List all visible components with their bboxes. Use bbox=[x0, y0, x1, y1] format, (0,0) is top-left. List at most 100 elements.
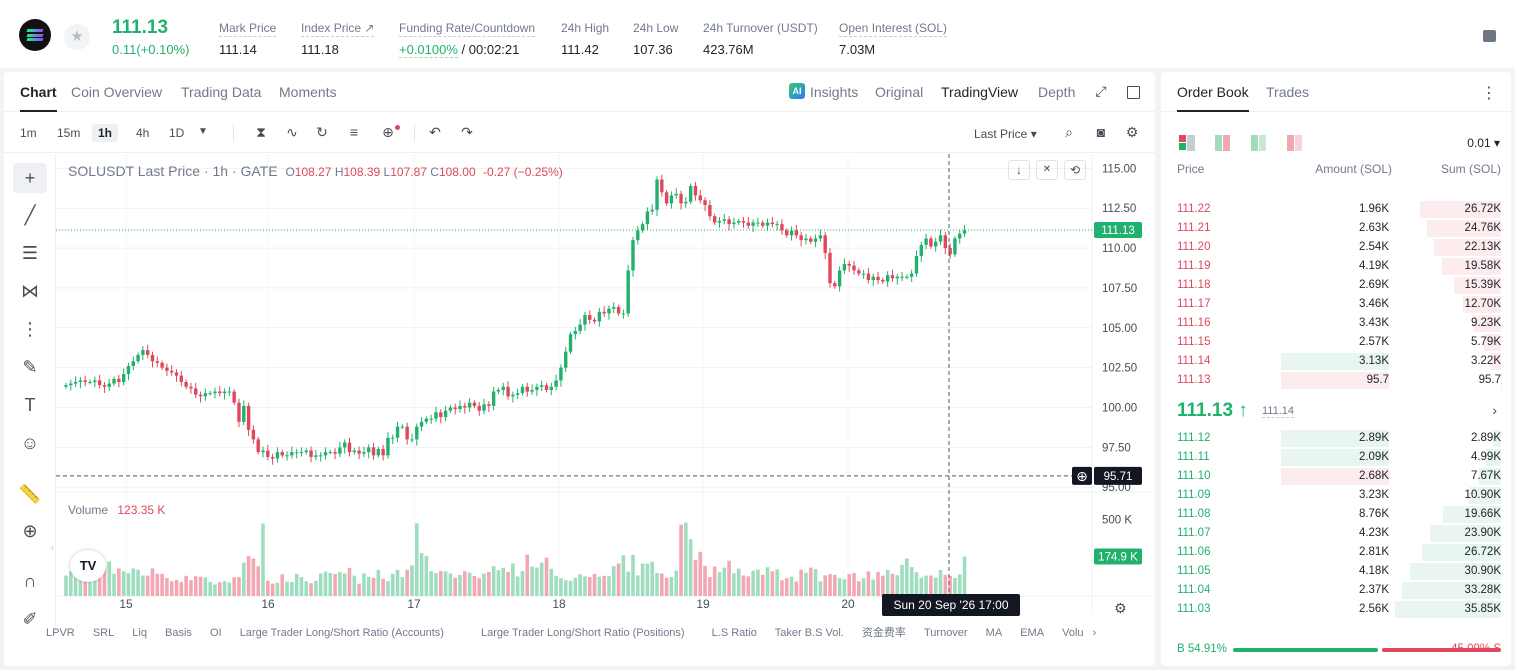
horizontal-lines-icon[interactable]: ☰ bbox=[21, 242, 39, 263]
indicator-taker-vol[interactable]: Taker B.S Vol. bbox=[774, 627, 844, 639]
pattern-icon[interactable]: ⋈ bbox=[21, 280, 39, 301]
order-book-row[interactable]: 111.09 3.23K 10.90K bbox=[1161, 486, 1511, 505]
camera-icon[interactable]: ◙ bbox=[1096, 124, 1106, 140]
order-book-row[interactable]: 111.19 4.19K 19.58K bbox=[1161, 257, 1511, 276]
indicators-icon[interactable]: ∿ bbox=[286, 124, 298, 140]
indicator-large-trader-positions[interactable]: Large Trader Long/Short Ratio (Positions… bbox=[480, 627, 685, 639]
order-book-row[interactable]: 111.17 3.46K 12.70K bbox=[1161, 295, 1511, 314]
settings-gear-icon[interactable]: ⚙ bbox=[1125, 124, 1139, 140]
view-bids-asks-icon[interactable] bbox=[1215, 135, 1231, 151]
timeframe-1d[interactable]: 1D bbox=[169, 126, 185, 140]
candle-type-icon[interactable]: ⧗ bbox=[256, 124, 266, 140]
order-book-row[interactable]: 111.12 2.89K 2.89K bbox=[1161, 429, 1511, 448]
reset-view-icon[interactable]: ⟲ bbox=[1064, 160, 1086, 180]
order-book-row[interactable]: 111.18 2.69K 15.39K bbox=[1161, 276, 1511, 295]
timeframe-1m[interactable]: 1m bbox=[20, 126, 37, 140]
magnet-icon[interactable]: ∩ bbox=[23, 570, 37, 591]
zoom-in-icon[interactable]: ⊕ bbox=[22, 520, 38, 541]
scroll-down-icon[interactable]: ↓ bbox=[1008, 160, 1030, 180]
order-book-row[interactable]: 111.10 2.68K 7.67K bbox=[1161, 467, 1511, 486]
tradingview-logo-icon[interactable]: TV bbox=[70, 550, 106, 582]
fullscreen-icon[interactable] bbox=[1127, 86, 1140, 99]
expand-icon[interactable]: ⤢ bbox=[1095, 83, 1107, 99]
precision-select[interactable]: 0.01 ▾ bbox=[1467, 136, 1500, 150]
tab-original[interactable]: Original bbox=[875, 84, 924, 100]
view-both-icon[interactable] bbox=[1179, 135, 1195, 151]
chevron-right-icon[interactable]: › bbox=[1492, 402, 1497, 418]
order-book-row[interactable]: 111.13 95.7 95.7 bbox=[1161, 371, 1511, 390]
tab-coin-overview[interactable]: Coin Overview bbox=[71, 84, 163, 100]
indicator-volume[interactable]: Volu bbox=[1062, 627, 1084, 639]
order-book-row[interactable]: 111.05 4.18K 30.90K bbox=[1161, 562, 1511, 581]
volume-bar bbox=[222, 581, 227, 596]
undo-icon[interactable]: ↶ bbox=[429, 124, 441, 140]
indicator-ema[interactable]: EMA bbox=[1020, 627, 1045, 639]
tab-moments[interactable]: Moments bbox=[279, 84, 337, 100]
tab-trading-data[interactable]: Trading Data bbox=[181, 84, 262, 100]
text-tool-icon[interactable]: T bbox=[24, 394, 36, 415]
indicator-lpvr[interactable]: LPVR bbox=[46, 627, 75, 639]
order-book-row[interactable]: 111.11 2.09K 4.99K bbox=[1161, 448, 1511, 467]
replay-icon[interactable]: ↻ bbox=[316, 124, 328, 140]
indicator-large-trader-accounts[interactable]: Large Trader Long/Short Ratio (Accounts) bbox=[239, 627, 444, 639]
order-book-row[interactable]: 111.04 2.37K 33.28K bbox=[1161, 581, 1511, 600]
tab-chart[interactable]: Chart bbox=[20, 84, 57, 112]
order-book-row[interactable]: 111.03 2.56K 35.85K bbox=[1161, 600, 1511, 619]
trend-line-icon[interactable]: ╱ bbox=[24, 204, 36, 225]
order-book-row[interactable]: 111.21 2.63K 24.76K bbox=[1161, 219, 1511, 238]
stat-open-interest[interactable]: Open Interest (SOL) 7.03M bbox=[839, 19, 948, 57]
price-type-select[interactable]: Last Price ▾ bbox=[974, 127, 1037, 141]
tab-insights[interactable]: Insights bbox=[810, 84, 859, 100]
indicator-ls-ratio[interactable]: L.S Ratio bbox=[711, 627, 757, 639]
indicator-funding-rate[interactable]: 资金费率 bbox=[861, 627, 906, 639]
indicator-basis[interactable]: Basis bbox=[165, 627, 192, 639]
row-amount: 3.46K bbox=[1358, 298, 1389, 310]
templates-icon[interactable]: ≡ bbox=[349, 124, 359, 140]
redo-icon[interactable]: ↷ bbox=[461, 124, 473, 140]
crosshair-icon[interactable]: + bbox=[13, 163, 47, 193]
add-alert-icon[interactable]: ⊕ bbox=[382, 124, 394, 140]
stat-mark-price[interactable]: Mark Price 111.14 bbox=[219, 19, 277, 57]
timeframe-4h[interactable]: 4h bbox=[136, 126, 150, 140]
indicator-oi[interactable]: OI bbox=[210, 627, 222, 639]
tab-tradingview[interactable]: TradingView bbox=[941, 84, 1019, 100]
order-book-row[interactable]: 111.20 2.54K 22.13K bbox=[1161, 238, 1511, 257]
brush-icon[interactable]: ✎ bbox=[22, 356, 38, 377]
indicator-scroll-right-icon[interactable]: › bbox=[1092, 627, 1097, 639]
book-icon[interactable] bbox=[1483, 30, 1496, 42]
pencil-lock-icon[interactable]: ✐ bbox=[22, 608, 38, 629]
emoji-icon[interactable]: ☺ bbox=[20, 432, 40, 453]
favorite-star-icon[interactable]: ★ bbox=[64, 24, 90, 50]
order-book-row[interactable]: 111.08 8.76K 19.66K bbox=[1161, 505, 1511, 524]
order-book-row[interactable]: 111.16 3.43K 9.23K bbox=[1161, 314, 1511, 333]
collapse-left-icon[interactable]: ‹ bbox=[51, 542, 54, 552]
indicator-turnover[interactable]: Turnover bbox=[923, 627, 968, 639]
price-chart[interactable]: 115.00 112.50 110.00 107.50 105.00 102.50 100.… bbox=[56, 154, 1152, 629]
ruler-icon[interactable]: 📏 bbox=[18, 483, 42, 504]
candle bbox=[203, 393, 208, 397]
tab-order-book[interactable]: Order Book bbox=[1177, 84, 1249, 112]
indicator-ma[interactable]: MA bbox=[985, 627, 1003, 639]
indicator-srl[interactable]: SRL bbox=[92, 627, 115, 639]
view-asks-icon[interactable] bbox=[1287, 135, 1303, 151]
ai-insights-icon[interactable]: AI bbox=[789, 83, 805, 99]
order-book-row[interactable]: 111.22 1.96K 26.72K bbox=[1161, 200, 1511, 219]
more-options-icon[interactable]: ⋮ bbox=[1481, 85, 1497, 102]
stat-funding-rate[interactable]: Funding Rate/Countdown +0.0100% / 00:02:… bbox=[399, 19, 536, 58]
timeframe-dropdown-icon[interactable]: ▼ bbox=[198, 126, 208, 137]
order-book-row[interactable]: 111.14 3.13K 3.22K bbox=[1161, 352, 1511, 371]
order-book-row[interactable]: 111.07 4.23K 23.90K bbox=[1161, 524, 1511, 543]
view-bids-icon[interactable] bbox=[1251, 135, 1267, 151]
chart-settings-icon[interactable]: ⚙ bbox=[1114, 600, 1127, 616]
collapse-icon[interactable]: ✕ bbox=[1036, 160, 1058, 180]
fib-retracement-icon[interactable]: ⋮ bbox=[21, 318, 39, 339]
order-book-row[interactable]: 111.15 2.57K 5.79K bbox=[1161, 333, 1511, 352]
tab-trades[interactable]: Trades bbox=[1266, 84, 1310, 100]
stat-index-price[interactable]: Index Price ↗ 111.18 bbox=[301, 19, 375, 57]
tab-depth[interactable]: Depth bbox=[1038, 84, 1076, 100]
indicator-liq[interactable]: Liq bbox=[132, 627, 147, 639]
search-icon[interactable]: ⌕ bbox=[1065, 124, 1073, 140]
timeframe-15m[interactable]: 15m bbox=[57, 126, 81, 140]
order-book-row[interactable]: 111.06 2.81K 26.72K bbox=[1161, 543, 1511, 562]
timeframe-1h[interactable]: 1h bbox=[92, 124, 119, 142]
